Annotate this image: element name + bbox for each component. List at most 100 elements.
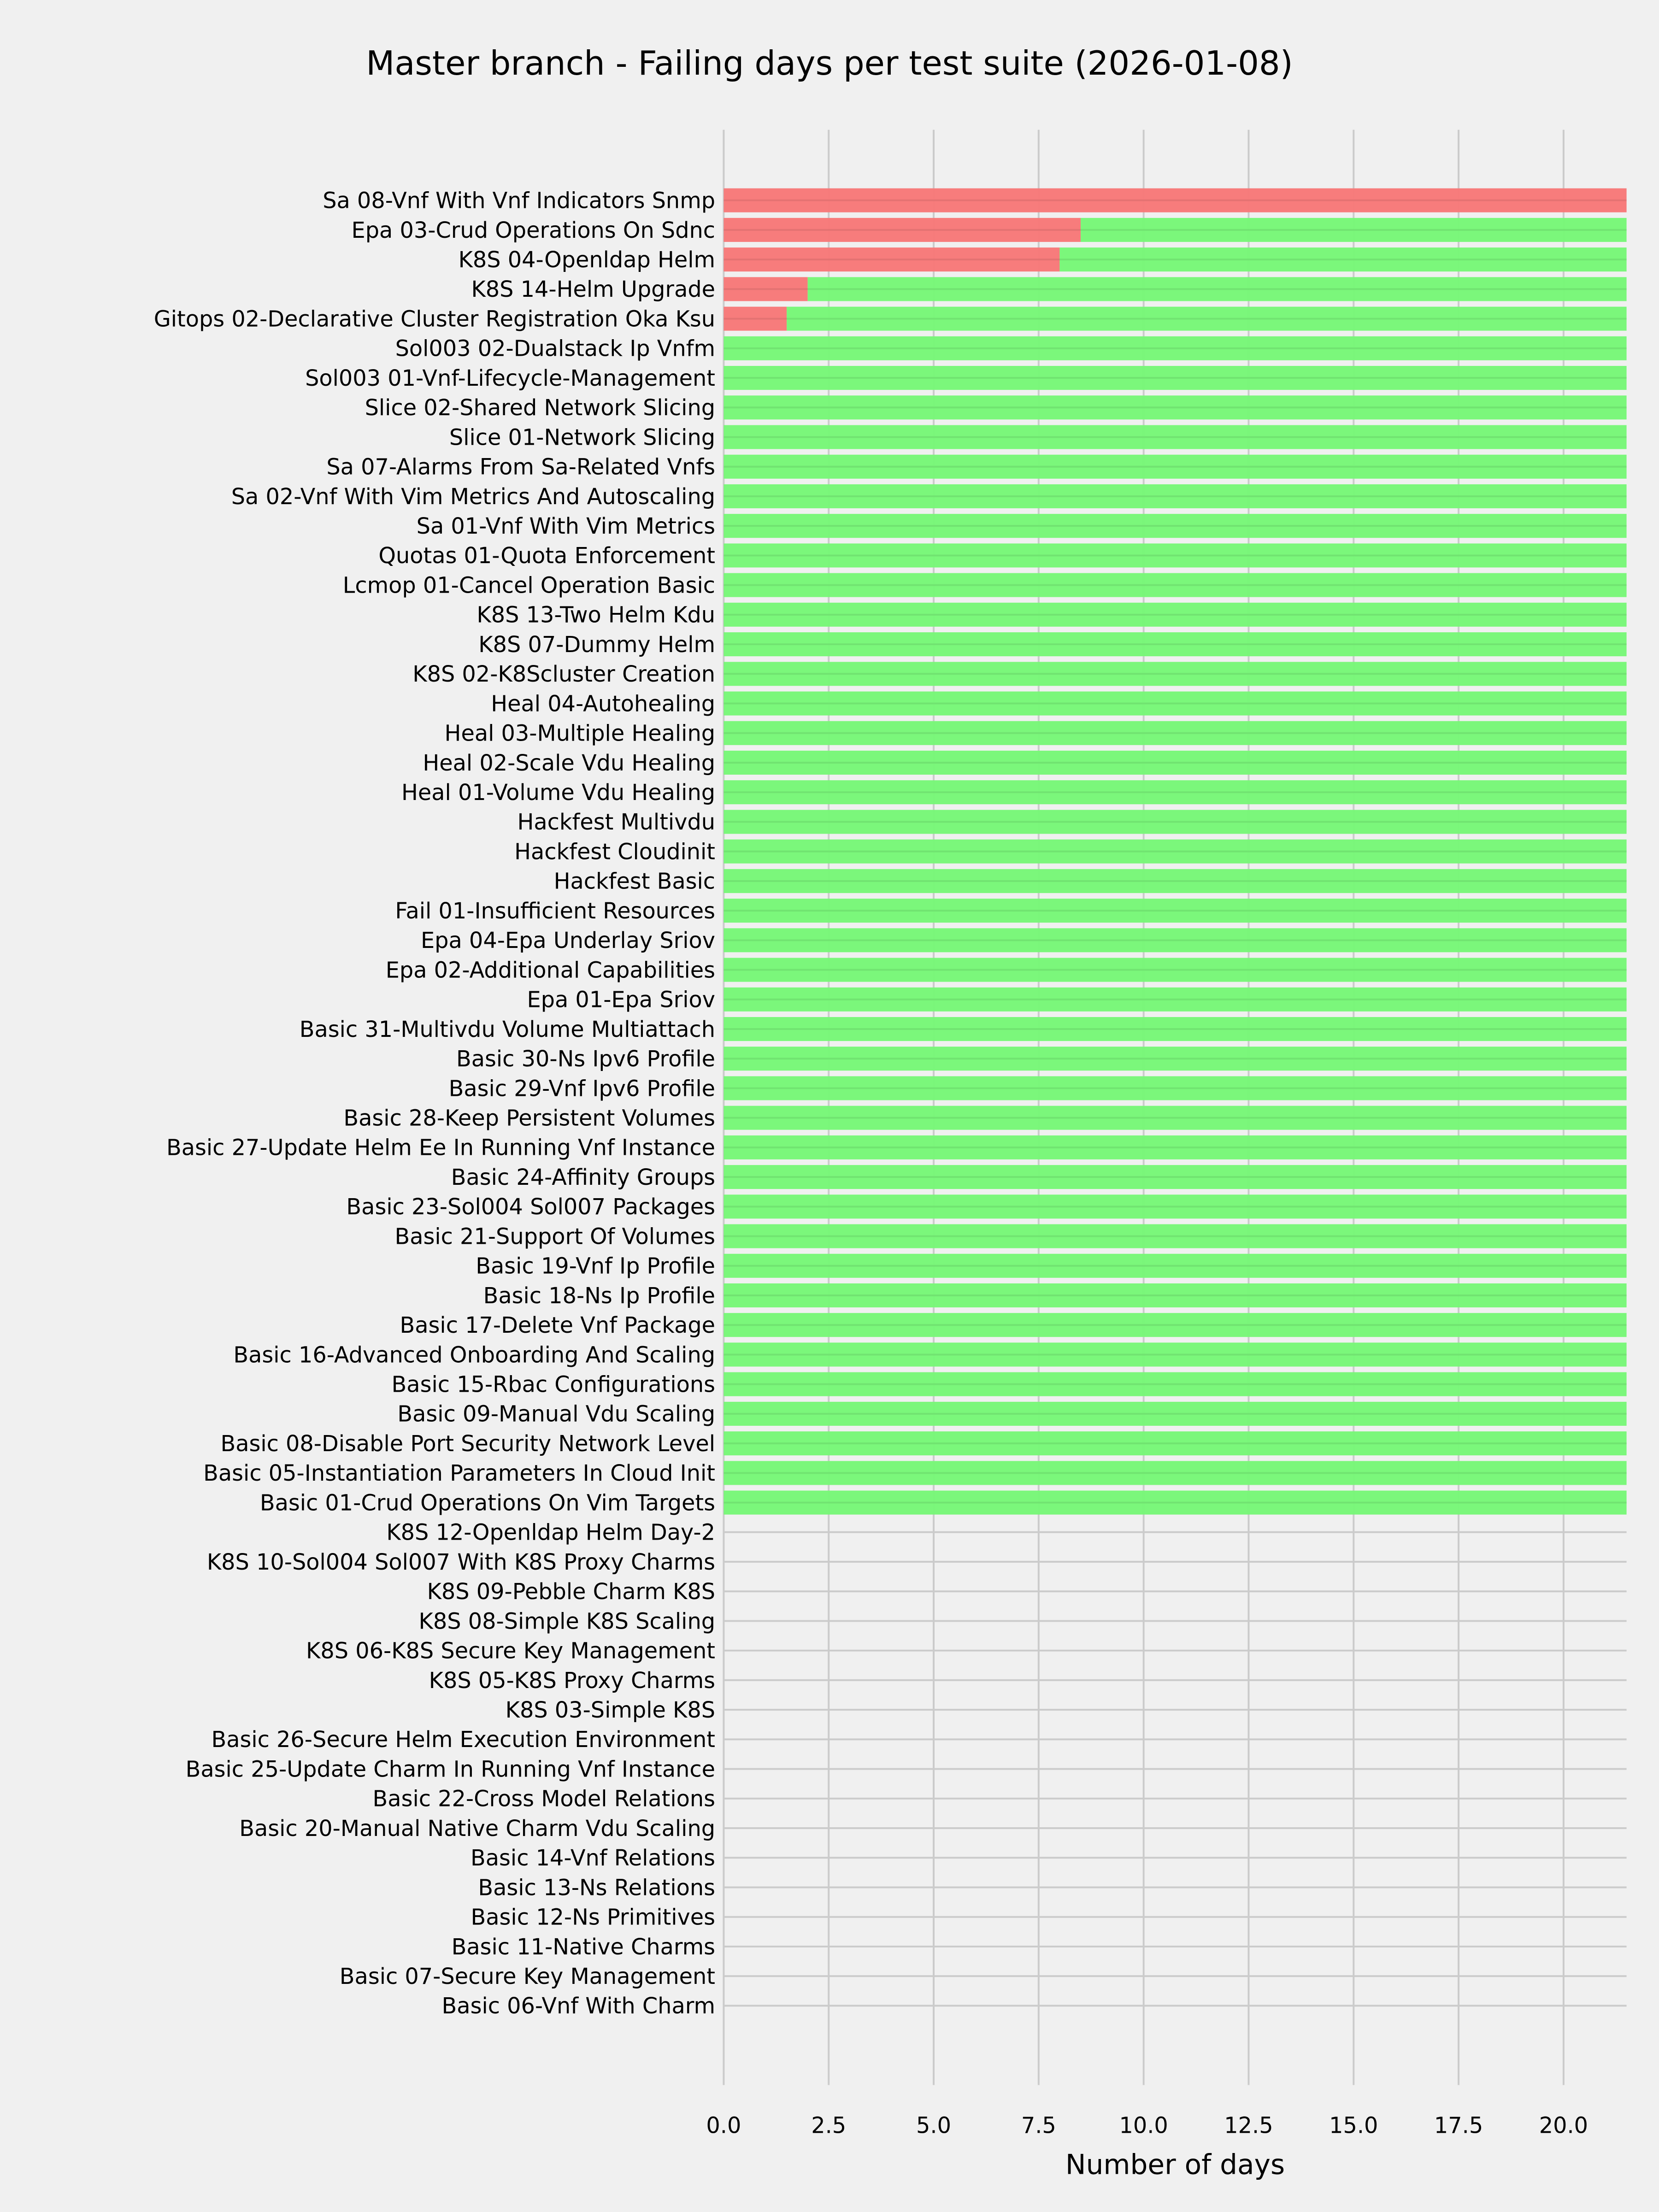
y-tick-label: Basic 06-Vnf With Charm (442, 1994, 715, 2019)
y-tick-label: K8S 12-Openldap Helm Day-2 (386, 1520, 715, 1546)
y-tick-label: K8S 08-Simple K8S Scaling (419, 1609, 716, 1634)
bar-passing (724, 514, 1627, 538)
x-tick-label: 20.0 (1539, 2113, 1588, 2139)
bar-passing (724, 1253, 1627, 1278)
y-tick-label: Heal 01-Volume Vdu Healing (401, 780, 715, 806)
bar-passing (724, 484, 1627, 508)
x-tick-label: 12.5 (1224, 2113, 1273, 2139)
y-tick-label: Basic 09-Manual Vdu Scaling (397, 1402, 715, 1427)
x-tick-label: 17.5 (1434, 2113, 1483, 2139)
y-tick-label: Basic 13-Ns Relations (478, 1875, 715, 1900)
bar-passing (724, 1342, 1627, 1367)
y-tick-label: Basic 27-Update Helm Ee In Running Vnf I… (166, 1135, 715, 1161)
y-tick-label: Gitops 02-Declarative Cluster Registrati… (154, 306, 715, 332)
y-tick-label: Hackfest Cloudinit (514, 839, 715, 865)
y-tick-label: Sa 02-Vnf With Vim Metrics And Autoscali… (231, 484, 715, 510)
bar-passing (724, 1017, 1627, 1041)
x-tick-labels: 0.0 2.5 5.0 7.5 10.0 12.5 15.0 17.5 20.0 (706, 2113, 1588, 2139)
bar-passing (724, 336, 1627, 360)
bar-passing (724, 1372, 1627, 1396)
bar-passing (724, 1431, 1627, 1456)
bar-failing (724, 188, 1627, 212)
y-tick-label: Epa 02-Additional Capabilities (386, 958, 715, 983)
y-tick-label: Basic 22-Cross Model Relations (373, 1787, 715, 1812)
bar-passing (724, 425, 1627, 449)
bar-failing (724, 247, 1060, 272)
y-tick-label: Sa 01-Vnf With Vim Metrics (417, 514, 715, 539)
bar-passing (724, 780, 1627, 805)
y-tick-label: Hackfest Basic (554, 869, 715, 894)
x-tick-label: 7.5 (1021, 2113, 1056, 2139)
y-tick-label: K8S 05-K8S Proxy Charms (429, 1668, 715, 1694)
y-tick-label: K8S 14-Helm Upgrade (471, 277, 715, 302)
bar-passing (724, 750, 1627, 775)
bar-passing (724, 987, 1627, 1012)
y-tick-labels: Sa 08-Vnf With Vnf Indicators Snmp Epa 03… (154, 188, 715, 2019)
x-tick-label: 15.0 (1329, 2113, 1378, 2139)
bar-passing (1080, 218, 1627, 242)
y-tick-label: Basic 28-Keep Persistent Volumes (343, 1106, 715, 1131)
y-tick-label: K8S 13-Two Helm Kdu (477, 603, 715, 628)
bar-passing (724, 1224, 1627, 1248)
y-tick-label: K8S 06-K8S Secure Key Management (306, 1639, 715, 1664)
bar-failing (724, 277, 808, 301)
y-tick-label: Basic 31-Multivdu Volume Multiattach (300, 1017, 715, 1042)
x-tick-label: 5.0 (916, 2113, 951, 2139)
y-tick-label: Basic 24-Affinity Groups (451, 1165, 715, 1190)
y-tick-label: Sol003 02-Dualstack Ip Vnfm (395, 336, 715, 362)
y-tick-label: Heal 03-Multiple Healing (445, 721, 715, 747)
chart-title: Master branch - Failing days per test su… (366, 44, 1293, 82)
y-tick-label: Basic 01-Crud Operations On Vim Targets (260, 1490, 715, 1516)
y-tick-label: Basic 20-Manual Native Charm Vdu Scaling (239, 1816, 715, 1841)
bar-passing (724, 1283, 1627, 1308)
y-tick-label: Basic 07-Secure Key Management (340, 1964, 715, 1989)
bars (724, 188, 1627, 1515)
y-tick-label: Basic 23-Sol004 Sol007 Packages (346, 1194, 715, 1220)
y-tick-label: Lcmop 01-Cancel Operation Basic (343, 573, 715, 598)
bar-passing (724, 632, 1627, 657)
y-tick-label: K8S 03-Simple K8S (506, 1698, 715, 1723)
y-tick-label: Basic 08-Disable Port Security Network L… (220, 1431, 715, 1457)
bar-passing (724, 366, 1627, 390)
bar-passing (724, 810, 1627, 834)
bar-passing (724, 1401, 1627, 1426)
bar-passing (724, 1106, 1627, 1130)
y-tick-label: Basic 30-Ns Ipv6 Profile (456, 1047, 715, 1072)
bar-passing (724, 662, 1627, 686)
bar-passing (807, 277, 1627, 301)
x-tick-label: 10.0 (1119, 2113, 1168, 2139)
bar-passing (724, 1194, 1627, 1219)
bar-passing (724, 1076, 1627, 1100)
x-tick-label: 0.0 (706, 2113, 741, 2139)
bar-passing (724, 395, 1627, 420)
y-tick-label: Basic 15-Rbac Configurations (392, 1372, 715, 1398)
x-tick-label: 2.5 (811, 2113, 846, 2139)
y-tick-label: Basic 17-Delete Vnf Package (400, 1313, 715, 1338)
y-tick-label: Basic 21-Support Of Volumes (394, 1224, 715, 1249)
y-tick-label: Sa 07-Alarms From Sa-Related Vnfs (326, 455, 715, 480)
bar-passing (724, 899, 1627, 923)
bar-passing (1059, 247, 1627, 272)
y-tick-label: Basic 18-Ns Ip Profile (483, 1283, 715, 1309)
bar-passing (724, 454, 1627, 479)
y-tick-label: Quotas 01-Quota Enforcement (378, 543, 715, 569)
y-tick-label: Epa 04-Epa Underlay Sriov (421, 928, 715, 953)
y-tick-label: Epa 01-Epa Sriov (527, 988, 716, 1013)
y-tick-label: K8S 02-K8Scluster Creation (412, 662, 715, 687)
bar-passing (724, 958, 1627, 982)
y-tick-label: Sa 08-Vnf With Vnf Indicators Snmp (323, 188, 715, 214)
y-tick-label: Heal 02-Scale Vdu Healing (423, 751, 715, 776)
y-tick-label: Fail 01-Insufficient Resources (395, 899, 715, 924)
y-tick-label: Basic 05-Instantiation Parameters In Clo… (203, 1461, 715, 1486)
bar-passing (787, 306, 1627, 331)
y-tick-label: Basic 16-Advanced Onboarding And Scaling (233, 1342, 715, 1368)
y-tick-label: Slice 01-Network Slicing (449, 425, 715, 450)
bar-passing (724, 1490, 1627, 1515)
y-tick-label: Basic 11-Native Charms (452, 1935, 715, 1960)
y-tick-label: Basic 19-Vnf Ip Profile (476, 1254, 715, 1279)
bar-passing (724, 721, 1627, 745)
bar-failing (724, 218, 1081, 242)
y-tick-label: K8S 04-Openldap Helm (459, 247, 715, 273)
bar-passing (724, 869, 1627, 893)
